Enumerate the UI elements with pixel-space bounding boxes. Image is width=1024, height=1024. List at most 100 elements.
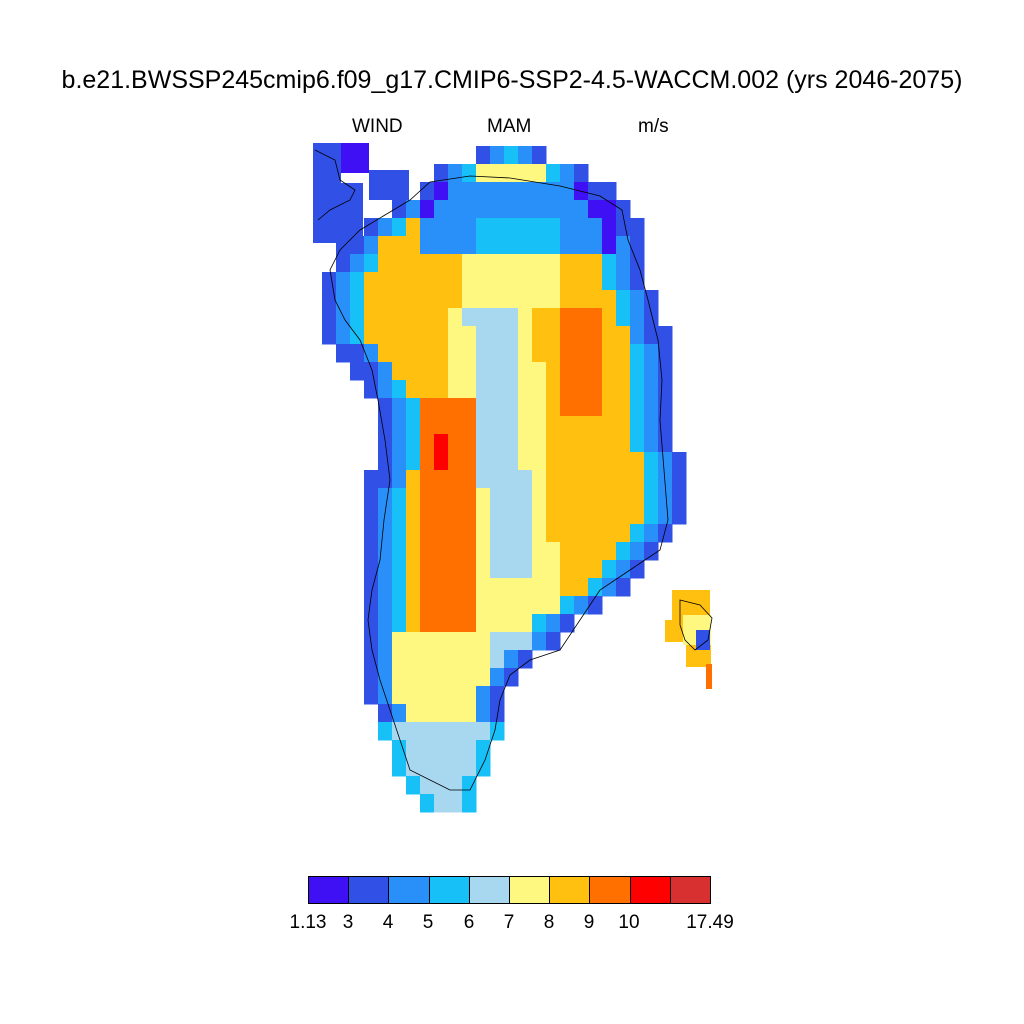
wind-cell xyxy=(434,362,449,381)
wind-cell xyxy=(378,452,393,471)
wind-cell xyxy=(518,200,533,219)
wind-cell xyxy=(476,200,491,219)
wind-cell xyxy=(518,236,533,255)
wind-cell xyxy=(546,290,561,309)
wind-cell xyxy=(392,290,407,309)
wind-cell xyxy=(392,524,407,543)
wind-cell xyxy=(406,524,421,543)
wind-cell xyxy=(378,236,393,255)
figure-title: b.e21.BWSSP245cmip6.f09_g17.CMIP6-SSP2-4… xyxy=(61,66,963,94)
wind-cell xyxy=(560,596,575,615)
wind-cell xyxy=(574,596,589,615)
wind-cell xyxy=(532,614,547,633)
wind-cell xyxy=(434,236,449,255)
wind-cell xyxy=(476,362,491,381)
wind-cell xyxy=(462,398,477,417)
wind-cell xyxy=(560,578,575,597)
wind-cell xyxy=(630,434,645,453)
wind-cell xyxy=(560,164,575,183)
wind-cell xyxy=(504,164,519,183)
wind-cell xyxy=(350,344,365,363)
wind-cell xyxy=(476,506,491,525)
wind-cell xyxy=(532,524,547,543)
colorbar-box xyxy=(348,876,390,904)
wind-cell xyxy=(616,290,631,309)
wind-cell xyxy=(588,596,603,615)
wind-cell xyxy=(504,560,519,579)
wind-cell xyxy=(434,794,449,813)
wind-cell xyxy=(518,434,533,453)
wind-cell xyxy=(378,362,393,381)
wind-cell xyxy=(406,272,421,291)
wind-cell xyxy=(560,254,575,273)
units-label: m/s xyxy=(638,116,669,137)
wind-cell xyxy=(369,170,409,200)
wind-cell xyxy=(336,272,351,291)
wind-cell xyxy=(392,560,407,579)
wind-cell xyxy=(532,380,547,399)
wind-cell xyxy=(686,645,711,667)
wind-cell xyxy=(364,308,379,327)
coastline-path xyxy=(314,149,356,221)
wind-cell xyxy=(518,578,533,597)
wind-cell xyxy=(518,596,533,615)
wind-cell xyxy=(420,524,435,543)
wind-cell xyxy=(420,614,435,633)
wind-cell xyxy=(532,488,547,507)
wind-cell xyxy=(602,560,617,579)
wind-cell xyxy=(490,290,505,309)
wind-cell xyxy=(672,470,687,489)
wind-cell xyxy=(546,614,561,633)
wind-cell xyxy=(644,416,659,435)
wind-cell xyxy=(378,722,393,741)
wind-cell xyxy=(336,254,351,273)
wind-cell xyxy=(630,542,645,561)
wind-cell xyxy=(462,488,477,507)
wind-cell xyxy=(434,614,449,633)
wind-cell xyxy=(476,722,491,741)
wind-cell xyxy=(560,416,575,435)
wind-cell xyxy=(448,704,463,723)
wind-cell xyxy=(476,686,491,705)
wind-cell xyxy=(364,524,379,543)
wind-cell xyxy=(448,452,463,471)
wind-cell xyxy=(448,668,463,687)
coastline-path xyxy=(329,175,669,791)
wind-cell xyxy=(434,218,449,237)
wind-cell xyxy=(630,380,645,399)
wind-cell xyxy=(504,452,519,471)
wind-cell xyxy=(672,488,687,507)
wind-cell xyxy=(406,578,421,597)
wind-cell xyxy=(574,542,589,561)
wind-cell xyxy=(574,236,589,255)
wind-cell xyxy=(392,362,407,381)
wind-cell xyxy=(602,506,617,525)
wind-cell xyxy=(448,470,463,489)
greenland-coastline xyxy=(314,149,713,791)
wind-cell xyxy=(462,362,477,381)
wind-cell xyxy=(504,578,519,597)
wind-cell xyxy=(658,524,673,543)
wind-cell xyxy=(518,290,533,309)
wind-cell xyxy=(616,398,631,417)
wind-cell xyxy=(434,758,449,777)
wind-cell xyxy=(392,578,407,597)
wind-cell xyxy=(588,218,603,237)
wind-cell xyxy=(490,722,505,741)
colorbar-label: 5 xyxy=(422,912,434,933)
coastline-path xyxy=(679,599,713,651)
wind-cell xyxy=(406,380,421,399)
wind-cell xyxy=(490,542,505,561)
wind-cell xyxy=(322,290,337,309)
wind-cell xyxy=(644,524,659,543)
wind-cell xyxy=(476,614,491,633)
wind-cell xyxy=(448,218,463,237)
wind-cell xyxy=(706,664,712,689)
wind-cell xyxy=(448,254,463,273)
wind-cell xyxy=(490,200,505,219)
wind-cell xyxy=(532,434,547,453)
wind-cell xyxy=(504,362,519,381)
wind-cell xyxy=(392,650,407,669)
wind-cell xyxy=(504,380,519,399)
wind-cell xyxy=(378,290,393,309)
